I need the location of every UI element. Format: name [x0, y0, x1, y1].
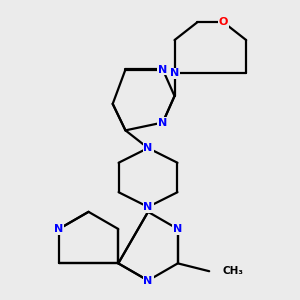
Text: N: N [170, 68, 179, 78]
Text: N: N [158, 118, 167, 128]
Text: N: N [173, 224, 182, 234]
Text: N: N [158, 64, 167, 74]
Text: N: N [54, 224, 63, 234]
Text: O: O [219, 17, 228, 27]
Text: N: N [143, 202, 153, 212]
Text: CH₃: CH₃ [223, 266, 244, 276]
Text: N: N [143, 143, 153, 153]
Text: N: N [143, 275, 153, 286]
